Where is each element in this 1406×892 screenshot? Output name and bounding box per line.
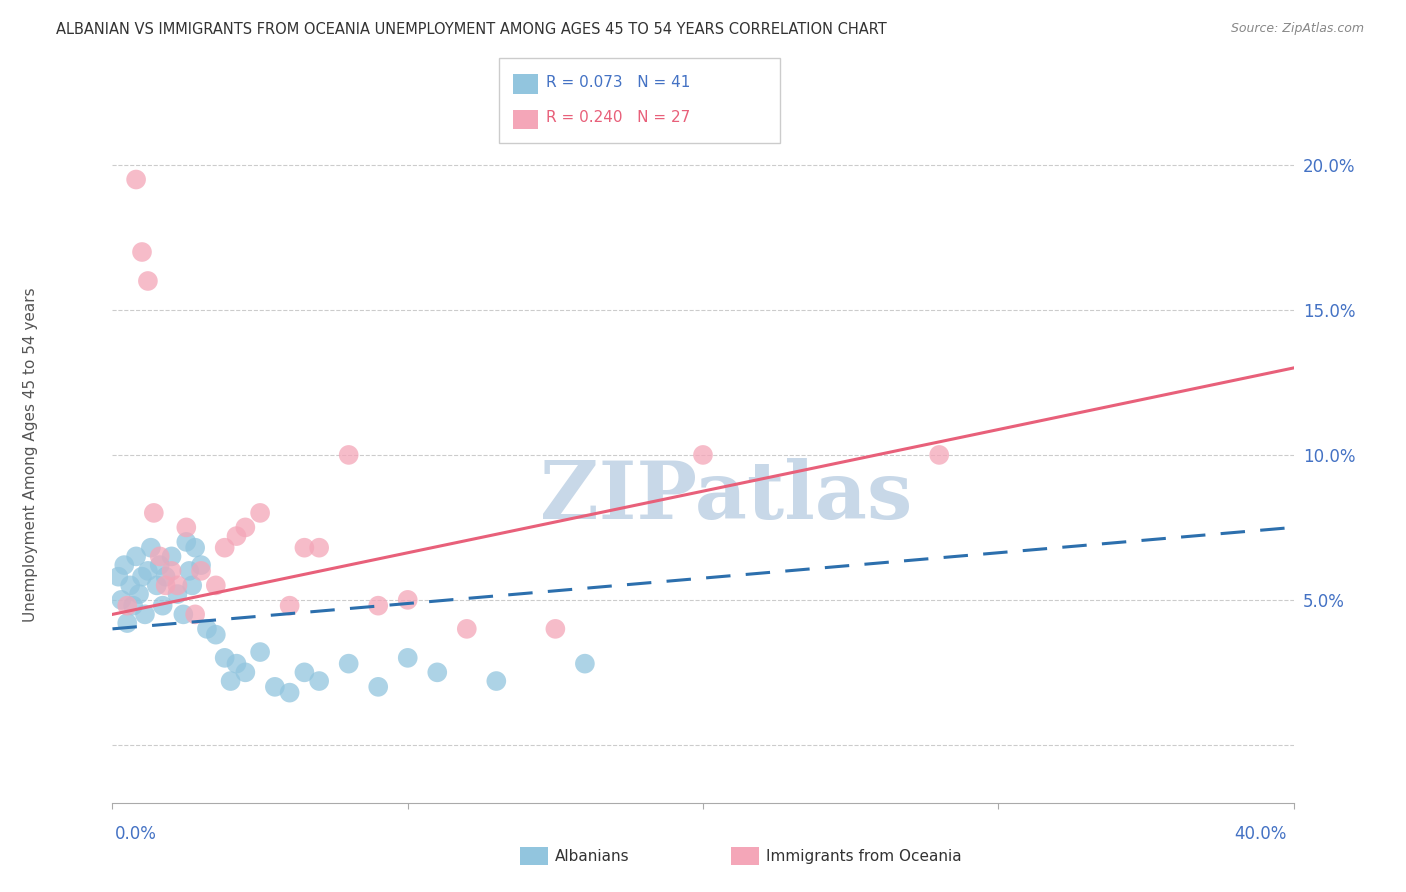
- Point: [131, 244, 153, 259]
- Point: [117, 599, 138, 613]
- Point: [214, 651, 236, 665]
- Point: [174, 534, 197, 549]
- Point: [117, 615, 138, 630]
- Point: [396, 592, 419, 607]
- Point: [233, 665, 256, 680]
- Text: R = 0.073   N = 41: R = 0.073 N = 41: [546, 75, 690, 89]
- Point: [139, 541, 162, 555]
- Text: Source: ZipAtlas.com: Source: ZipAtlas.com: [1230, 22, 1364, 36]
- Text: ALBANIAN VS IMMIGRANTS FROM OCEANIA UNEMPLOYMENT AMONG AGES 45 TO 54 YEARS CORRE: ALBANIAN VS IMMIGRANTS FROM OCEANIA UNEM…: [56, 22, 887, 37]
- Point: [166, 587, 188, 601]
- Point: [174, 520, 197, 534]
- Point: [134, 607, 156, 622]
- Point: [172, 607, 194, 622]
- Point: [308, 541, 330, 555]
- Text: ZIPatlas: ZIPatlas: [540, 458, 912, 536]
- Point: [225, 529, 247, 543]
- Point: [149, 558, 172, 573]
- Point: [122, 599, 145, 613]
- Point: [184, 541, 207, 555]
- Point: [190, 558, 212, 573]
- Point: [396, 651, 419, 665]
- Point: [205, 578, 228, 592]
- Point: [928, 448, 950, 462]
- Point: [190, 564, 212, 578]
- Point: [125, 549, 148, 564]
- Text: Unemployment Among Ages 45 to 54 years: Unemployment Among Ages 45 to 54 years: [24, 287, 38, 623]
- Point: [136, 564, 159, 578]
- Point: [107, 570, 129, 584]
- Text: Immigrants from Oceania: Immigrants from Oceania: [766, 849, 962, 863]
- Text: 40.0%: 40.0%: [1234, 825, 1286, 843]
- Point: [146, 578, 169, 592]
- Point: [205, 628, 228, 642]
- Point: [136, 274, 159, 288]
- Point: [278, 685, 301, 699]
- Point: [131, 570, 153, 584]
- Point: [367, 680, 389, 694]
- Point: [184, 607, 207, 622]
- Point: [249, 506, 271, 520]
- Point: [308, 674, 330, 689]
- Point: [160, 564, 183, 578]
- Text: 0.0%: 0.0%: [115, 825, 157, 843]
- Point: [128, 587, 150, 601]
- Point: [337, 657, 360, 671]
- Point: [160, 549, 183, 564]
- Point: [142, 506, 165, 520]
- Point: [692, 448, 714, 462]
- Point: [264, 680, 287, 694]
- Point: [179, 564, 201, 578]
- Point: [426, 665, 449, 680]
- Point: [110, 592, 132, 607]
- Point: [292, 665, 315, 680]
- Point: [120, 578, 142, 592]
- Point: [233, 520, 256, 534]
- Text: R = 0.240   N = 27: R = 0.240 N = 27: [546, 111, 690, 125]
- Point: [337, 448, 360, 462]
- Point: [485, 674, 508, 689]
- Point: [278, 599, 301, 613]
- Point: [292, 541, 315, 555]
- Point: [249, 645, 271, 659]
- Point: [149, 549, 172, 564]
- Point: [219, 674, 242, 689]
- Text: Albanians: Albanians: [555, 849, 630, 863]
- Point: [544, 622, 567, 636]
- Point: [367, 599, 389, 613]
- Point: [155, 578, 177, 592]
- Point: [214, 541, 236, 555]
- Point: [112, 558, 135, 573]
- Point: [125, 172, 148, 186]
- Point: [155, 570, 177, 584]
- Point: [166, 578, 188, 592]
- Point: [574, 657, 596, 671]
- Point: [152, 599, 174, 613]
- Point: [225, 657, 247, 671]
- Point: [195, 622, 218, 636]
- Point: [456, 622, 478, 636]
- Point: [181, 578, 204, 592]
